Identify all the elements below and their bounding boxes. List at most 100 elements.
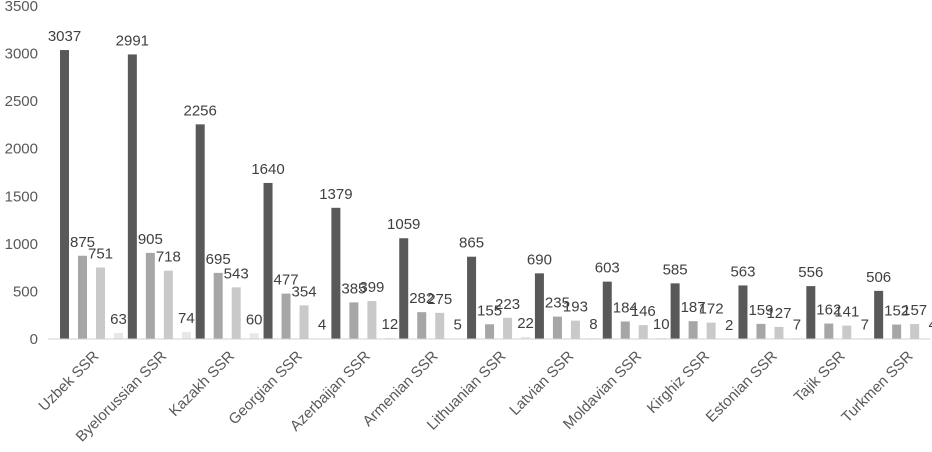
- data-label: 60: [246, 311, 263, 328]
- data-label: 184: [613, 299, 638, 316]
- bar: [774, 326, 784, 339]
- data-label: 157: [902, 302, 927, 319]
- bar: [467, 256, 477, 339]
- bar: [78, 255, 87, 339]
- bar: [435, 312, 445, 339]
- data-label: 141: [834, 304, 859, 321]
- data-label: 751: [88, 246, 113, 263]
- data-label: 172: [699, 301, 724, 318]
- bar: [281, 293, 291, 339]
- bar: [874, 290, 884, 339]
- bar: [910, 324, 920, 339]
- bar: [349, 302, 359, 339]
- data-label: 695: [206, 251, 231, 268]
- data-label: 718: [156, 249, 181, 266]
- data-label: 63: [110, 311, 127, 328]
- bar: [842, 325, 852, 339]
- data-label: 275: [427, 291, 452, 308]
- data-label: 10: [653, 316, 670, 333]
- data-label: 162: [816, 302, 841, 319]
- data-label: 282: [409, 290, 434, 307]
- bar: [534, 273, 544, 339]
- bar: [127, 54, 137, 340]
- bar: [602, 281, 612, 339]
- data-label: 7: [861, 316, 869, 333]
- data-label: 690: [527, 251, 552, 268]
- bar: [263, 182, 273, 339]
- bar: [638, 325, 648, 339]
- bar: [503, 317, 513, 339]
- bar: [620, 321, 630, 339]
- y-tick-label: 3000: [5, 46, 38, 63]
- x-category-label: Tajik SSR: [791, 348, 849, 406]
- y-tick-label: 500: [13, 283, 38, 300]
- data-label: 354: [292, 283, 317, 300]
- data-label: 8: [589, 316, 597, 333]
- data-label: 3037: [48, 28, 81, 45]
- x-category-label: Turkmen SSR: [838, 348, 916, 426]
- bar: [163, 270, 173, 339]
- x-category-label: Estonian SSR: [703, 348, 781, 426]
- y-tick-label: 1000: [5, 236, 38, 253]
- data-label: 603: [595, 260, 620, 277]
- data-label: 5: [454, 317, 462, 334]
- data-label: 12: [382, 316, 399, 333]
- bar: [521, 336, 531, 339]
- bar: [114, 333, 123, 339]
- data-label: 2991: [116, 32, 149, 49]
- data-label: 543: [224, 265, 249, 282]
- bar: [892, 324, 902, 339]
- y-tick-label: 0: [30, 331, 38, 348]
- x-category-label: Latvian SSR: [506, 348, 577, 419]
- data-label: 1059: [387, 216, 420, 233]
- data-label: 585: [663, 261, 688, 278]
- data-label: 4: [318, 317, 326, 334]
- y-tick-label: 1500: [5, 188, 38, 205]
- data-label: 1640: [251, 161, 284, 178]
- data-label: 1379: [319, 186, 352, 203]
- data-label: 155: [477, 302, 502, 319]
- x-category-label: Kazakh SSR: [166, 348, 238, 420]
- data-label: 152: [884, 303, 909, 320]
- data-label: 399: [359, 279, 384, 296]
- data-label: 187: [681, 299, 706, 316]
- bar: [213, 272, 223, 339]
- bar: [195, 124, 205, 339]
- bar: [385, 337, 395, 339]
- data-label: 563: [730, 263, 755, 280]
- bar: [181, 331, 191, 339]
- bar: [417, 312, 427, 339]
- bars-group: [60, 50, 932, 340]
- bar: [738, 285, 748, 339]
- bar: [367, 301, 377, 339]
- bar: [706, 322, 716, 339]
- bar: [688, 321, 698, 339]
- data-label: 506: [866, 269, 891, 286]
- data-label: 127: [766, 305, 791, 322]
- data-label: 159: [748, 302, 773, 319]
- bar: [570, 320, 580, 339]
- data-labels-group: 3037875751632991905718742256695543601640…: [48, 28, 932, 334]
- x-category-label: Kirghiz SSR: [644, 348, 713, 417]
- data-label: 193: [563, 299, 588, 316]
- x-category-label: Uzbek SSR: [35, 348, 102, 415]
- bar: [806, 286, 816, 339]
- bar: [485, 324, 495, 339]
- y-tick-label: 2500: [5, 93, 38, 110]
- bar: [249, 333, 259, 339]
- data-label: 2256: [184, 102, 217, 119]
- bar: [96, 267, 105, 339]
- y-tick-label: 3500: [5, 0, 38, 15]
- data-label: 556: [798, 264, 823, 281]
- bar: [552, 316, 562, 339]
- bar: [670, 283, 680, 339]
- data-label: 7: [793, 316, 801, 333]
- data-label: 223: [495, 296, 520, 313]
- bar: [824, 323, 834, 339]
- bar: [399, 238, 409, 339]
- data-label: 385: [341, 280, 366, 297]
- data-label: 875: [70, 234, 95, 251]
- data-label: 74: [178, 310, 195, 327]
